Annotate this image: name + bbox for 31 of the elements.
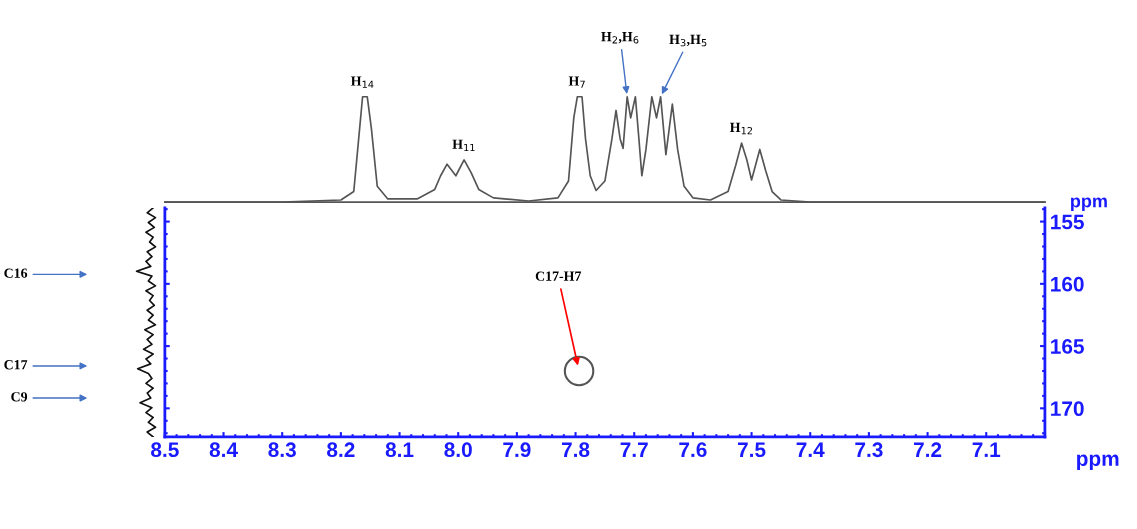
annotation: H$_{12}$ (729, 122, 753, 135)
annotation: H$_{3}$,H$_{5}$ (669, 34, 707, 47)
annotation: H$_{2}$,H$_{6}$ (601, 32, 639, 44)
x-tick-label: 8.2 (327, 442, 355, 458)
x-tick-label: 7.7 (620, 442, 648, 457)
x-tick-label: 8.0 (444, 442, 472, 458)
annotation: C17-H7 (535, 271, 582, 281)
y-tick-label: 155 (1051, 214, 1084, 230)
x-tick-label: 8.3 (268, 442, 296, 458)
y-axis-title: ppm (1071, 197, 1107, 211)
x-tick-label: 7.9 (503, 442, 531, 458)
annotation: H$_{11}$ (452, 139, 475, 152)
x-tick-label: 8.4 (209, 442, 238, 458)
text: C17 (4, 360, 28, 370)
text: C16 (4, 268, 28, 278)
y-tick-label: 160 (1051, 276, 1084, 292)
x-tick-label: 7.8 (561, 442, 590, 458)
x-tick-label: 7.2 (913, 442, 942, 457)
x-axis-title: ppm (1077, 454, 1119, 471)
annotation: H$_{7}$ (568, 76, 585, 88)
y-tick-label: 170 (1051, 401, 1084, 417)
x-tick-label: 7.6 (679, 442, 707, 458)
x-tick-label: 8.5 (151, 442, 179, 458)
x-tick-label: 7.5 (737, 442, 766, 458)
annotation: H$_{14}$ (350, 76, 374, 88)
x-tick-label: 7.1 (972, 442, 1001, 457)
y-tick-label: 165 (1051, 339, 1084, 354)
text: C9 (11, 392, 28, 402)
x-tick-label: 7.3 (855, 442, 883, 458)
x-tick-label: 7.4 (796, 442, 825, 457)
x-tick-label: 8.1 (385, 442, 414, 458)
